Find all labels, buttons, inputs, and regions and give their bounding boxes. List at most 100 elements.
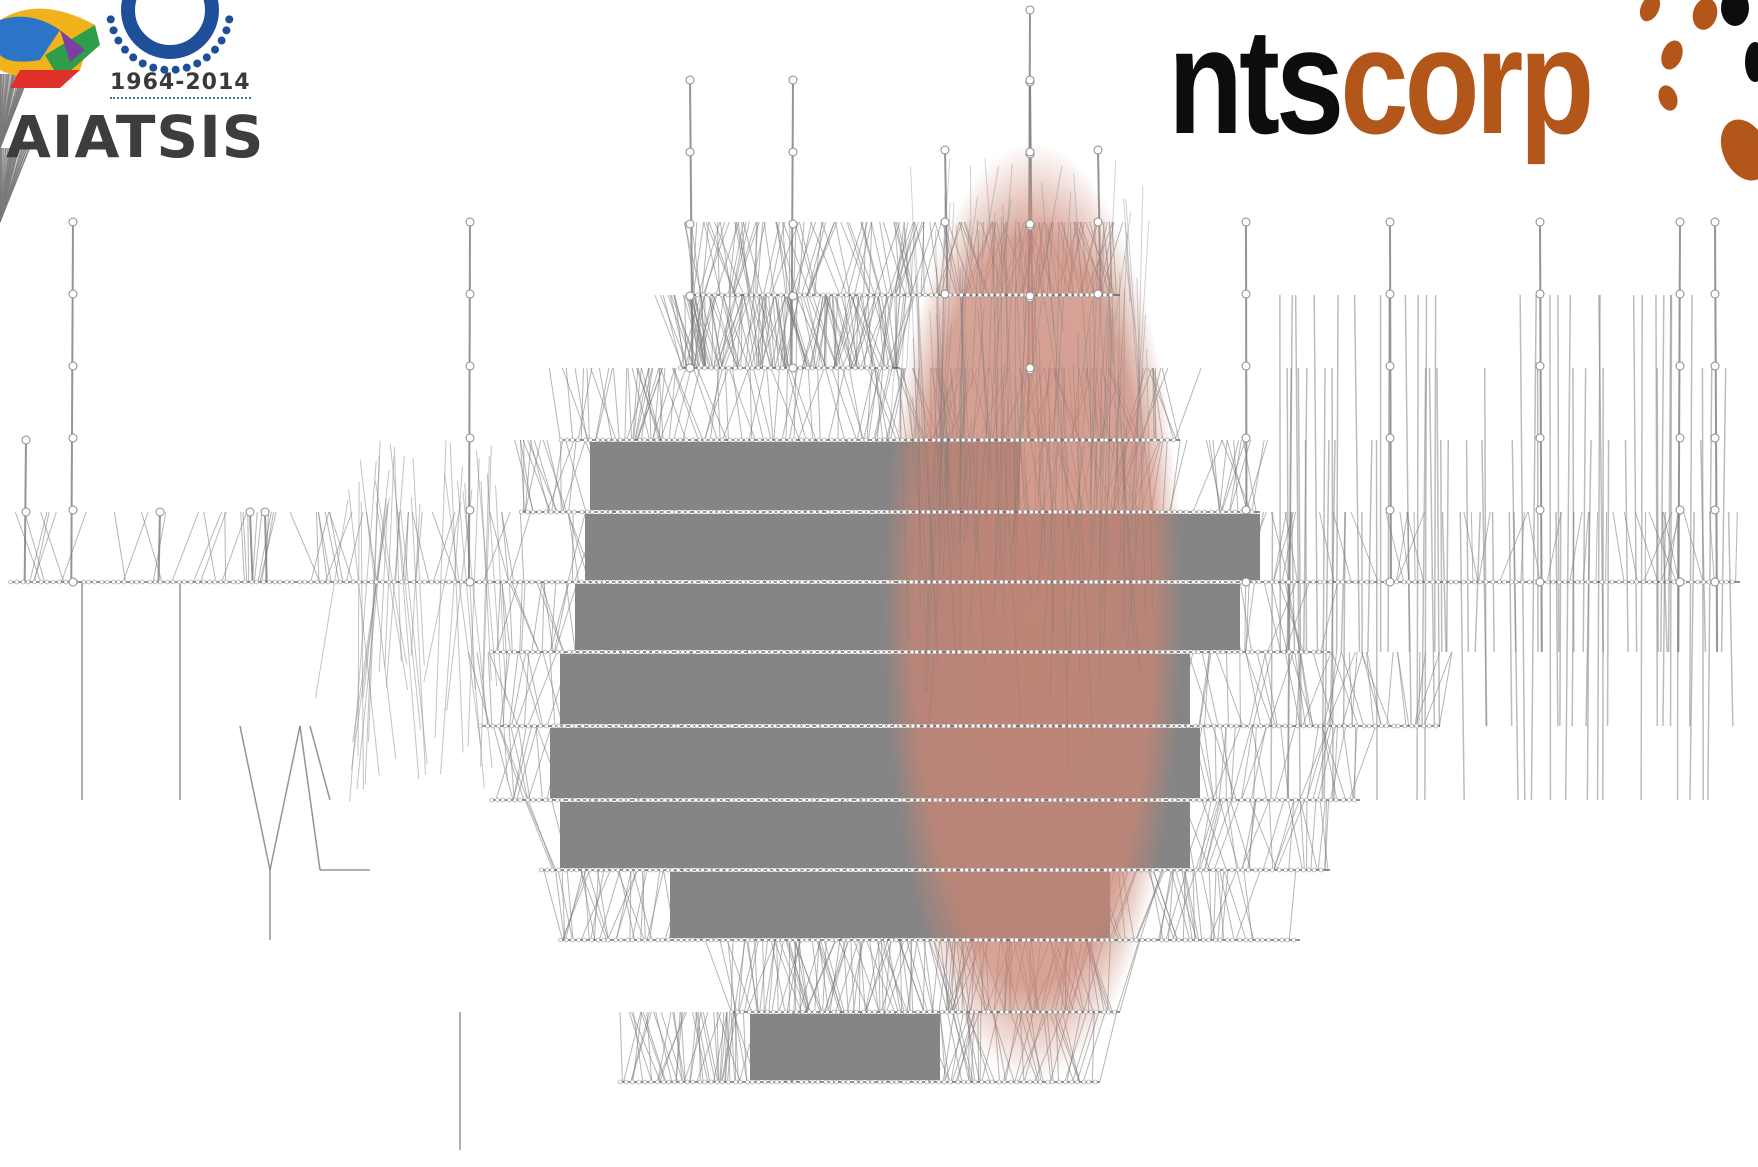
graph-node [1106,579,1111,585]
graph-node [68,361,78,371]
graph-node [1424,579,1429,585]
graph-edge [776,221,787,296]
graph-node [728,509,734,515]
graph-edge [955,283,968,457]
graph-node [716,579,722,585]
graph-node [1093,145,1103,155]
graph-node [1433,723,1439,729]
graph-node [1108,292,1114,298]
graph-node [725,292,730,298]
graph-node [1317,579,1323,585]
graph-edge [920,221,942,296]
graph-node [544,867,550,873]
graph-node [816,437,822,443]
graph-node [1101,509,1106,515]
graph-node [558,437,564,443]
graph-node [656,579,662,585]
graph-edge [565,439,587,513]
graph-node [672,437,677,443]
graph-node [951,649,956,655]
graph-edge [0,147,28,223]
graph-edge [915,276,936,612]
graph-edge [719,1011,728,1083]
graph-node [320,579,325,585]
graph-node [779,1079,785,1085]
graph-node [1112,579,1117,585]
graph-node [787,937,793,943]
graph-node [720,937,726,943]
graph-edge [726,1011,735,1083]
graph-edge [60,511,87,583]
graph-edge [543,869,564,941]
graph-node [1172,509,1177,515]
graph-node [1238,649,1244,655]
graph-node [1203,649,1208,655]
graph-node [778,292,784,298]
graph-node [897,579,903,585]
graph-edge [1037,263,1057,375]
graph-node [763,437,768,443]
graph-node [825,292,831,298]
graph-edge [959,268,969,531]
graph-node [882,365,887,371]
graph-edge [646,869,665,941]
graph-node [784,292,789,298]
graph-node [843,649,849,655]
graph-edge [1225,651,1229,727]
graph-edge [894,221,901,296]
graph-node [836,649,842,655]
graph-node [121,579,127,585]
graph-node [915,797,921,803]
graph-node [1160,649,1165,655]
graph-node [1137,509,1142,515]
graph-node [602,797,608,803]
graph-edge [762,221,781,296]
graph-edge [838,939,870,1013]
graph-node [729,797,734,803]
graph-edge [646,1011,653,1083]
graph-node [1156,723,1162,729]
graph-node [708,365,714,371]
graph-edge [508,511,532,583]
graph-node [743,292,749,298]
graph-node [1013,867,1018,873]
graph-edge [0,73,2,149]
graph-edge [879,294,893,369]
graph-node [961,937,967,943]
graph-node [284,579,290,585]
graph-node [764,797,769,803]
graph-node [1193,867,1199,873]
graph-node [1490,579,1496,585]
graph-edge [1656,367,1659,653]
graph-edge [1146,349,1154,610]
graph-node [626,579,632,585]
graph-node [713,723,718,729]
graph-node [692,649,697,655]
graph-node [675,723,681,729]
graph-node [726,937,731,943]
graph-node [201,579,207,585]
graph-node [920,797,926,803]
graph-node [1005,797,1011,803]
graph-node [662,797,668,803]
graph-node [648,437,653,443]
graph-node [749,937,755,943]
graph-node [1710,505,1720,515]
graph-edge [659,367,687,441]
graph-node [1675,289,1685,299]
graph-node [794,797,800,803]
graph-node [1084,723,1090,729]
graph-node [675,649,681,655]
graph-node [1094,1009,1099,1015]
graph-node [1196,579,1202,585]
graph-edge [1519,294,1526,801]
graph-node [1071,649,1077,655]
graph-node [1385,289,1395,299]
graph-node [753,867,759,873]
graph-node [1010,579,1015,585]
graph-node [814,867,820,873]
graph-edge [944,386,949,488]
graph-node [945,649,951,655]
graph-node [446,579,452,585]
edge-band [750,1014,940,1080]
